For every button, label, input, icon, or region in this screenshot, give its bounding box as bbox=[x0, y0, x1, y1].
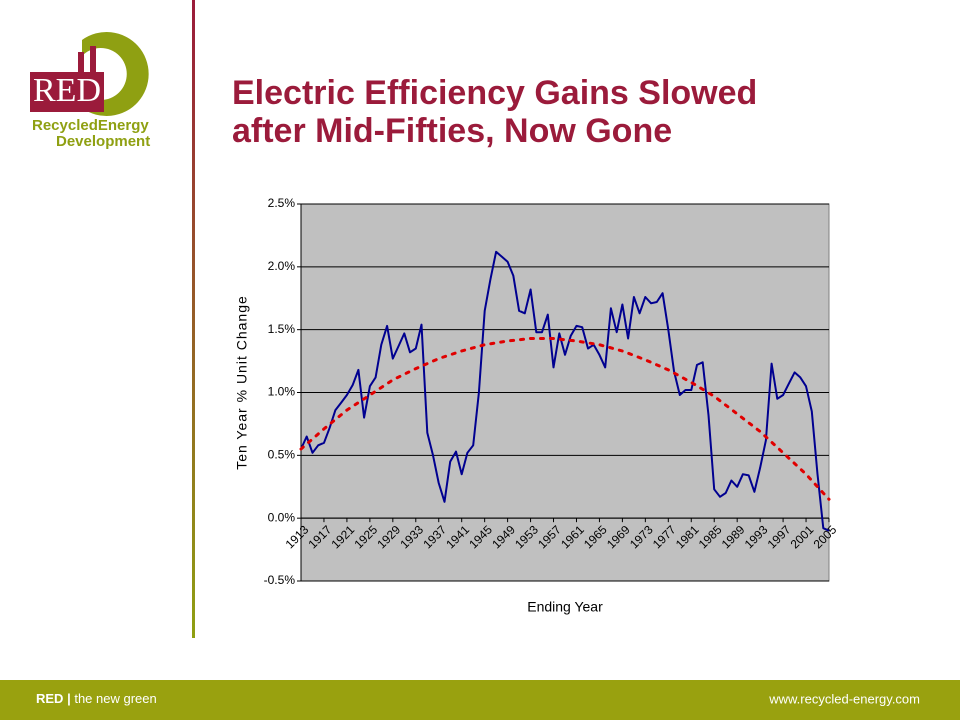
footer-url: www.recycled-energy.com bbox=[768, 691, 920, 706]
x-axis-label: Ending Year bbox=[527, 599, 603, 615]
y-tick-label: 1.0% bbox=[268, 385, 296, 399]
divider bbox=[192, 0, 195, 638]
logo-arc bbox=[82, 31, 149, 116]
footer-brand: RED bbox=[36, 691, 63, 706]
y-tick-label: 0.0% bbox=[268, 510, 296, 524]
footer-left: RED | the new green bbox=[36, 691, 157, 706]
slide-title: Electric Efficiency Gains Slowed bbox=[232, 74, 757, 112]
y-tick-label: 2.0% bbox=[268, 259, 296, 273]
logo-box bbox=[30, 72, 104, 112]
logo-stack bbox=[90, 46, 96, 74]
footer-bar bbox=[0, 680, 960, 720]
y-tick-label: 0.5% bbox=[268, 448, 296, 462]
slide-title: after Mid-Fifties, Now Gone bbox=[232, 112, 672, 150]
data-line bbox=[300, 250, 830, 532]
logo-mark: RED bbox=[33, 72, 101, 109]
logo: RED RecycledEnergy Development bbox=[30, 31, 150, 150]
y-tick-label: 1.5% bbox=[268, 322, 296, 336]
logo-stack bbox=[78, 52, 84, 74]
y-tick-label: 2.5% bbox=[268, 196, 296, 210]
logo-name: Development bbox=[56, 133, 150, 150]
footer-tagline: the new green bbox=[74, 691, 156, 706]
y-axis-label: Ten Year % Unit Change bbox=[234, 295, 250, 470]
footer-separator: | bbox=[67, 691, 71, 706]
data-line bbox=[299, 337, 831, 501]
chart: -0.5%0.0%0.5%1.0%1.5%2.0%2.5%19131917192… bbox=[234, 196, 840, 615]
y-tick-label: -0.5% bbox=[264, 573, 296, 587]
logo-name: RecycledEnergy bbox=[32, 117, 149, 134]
